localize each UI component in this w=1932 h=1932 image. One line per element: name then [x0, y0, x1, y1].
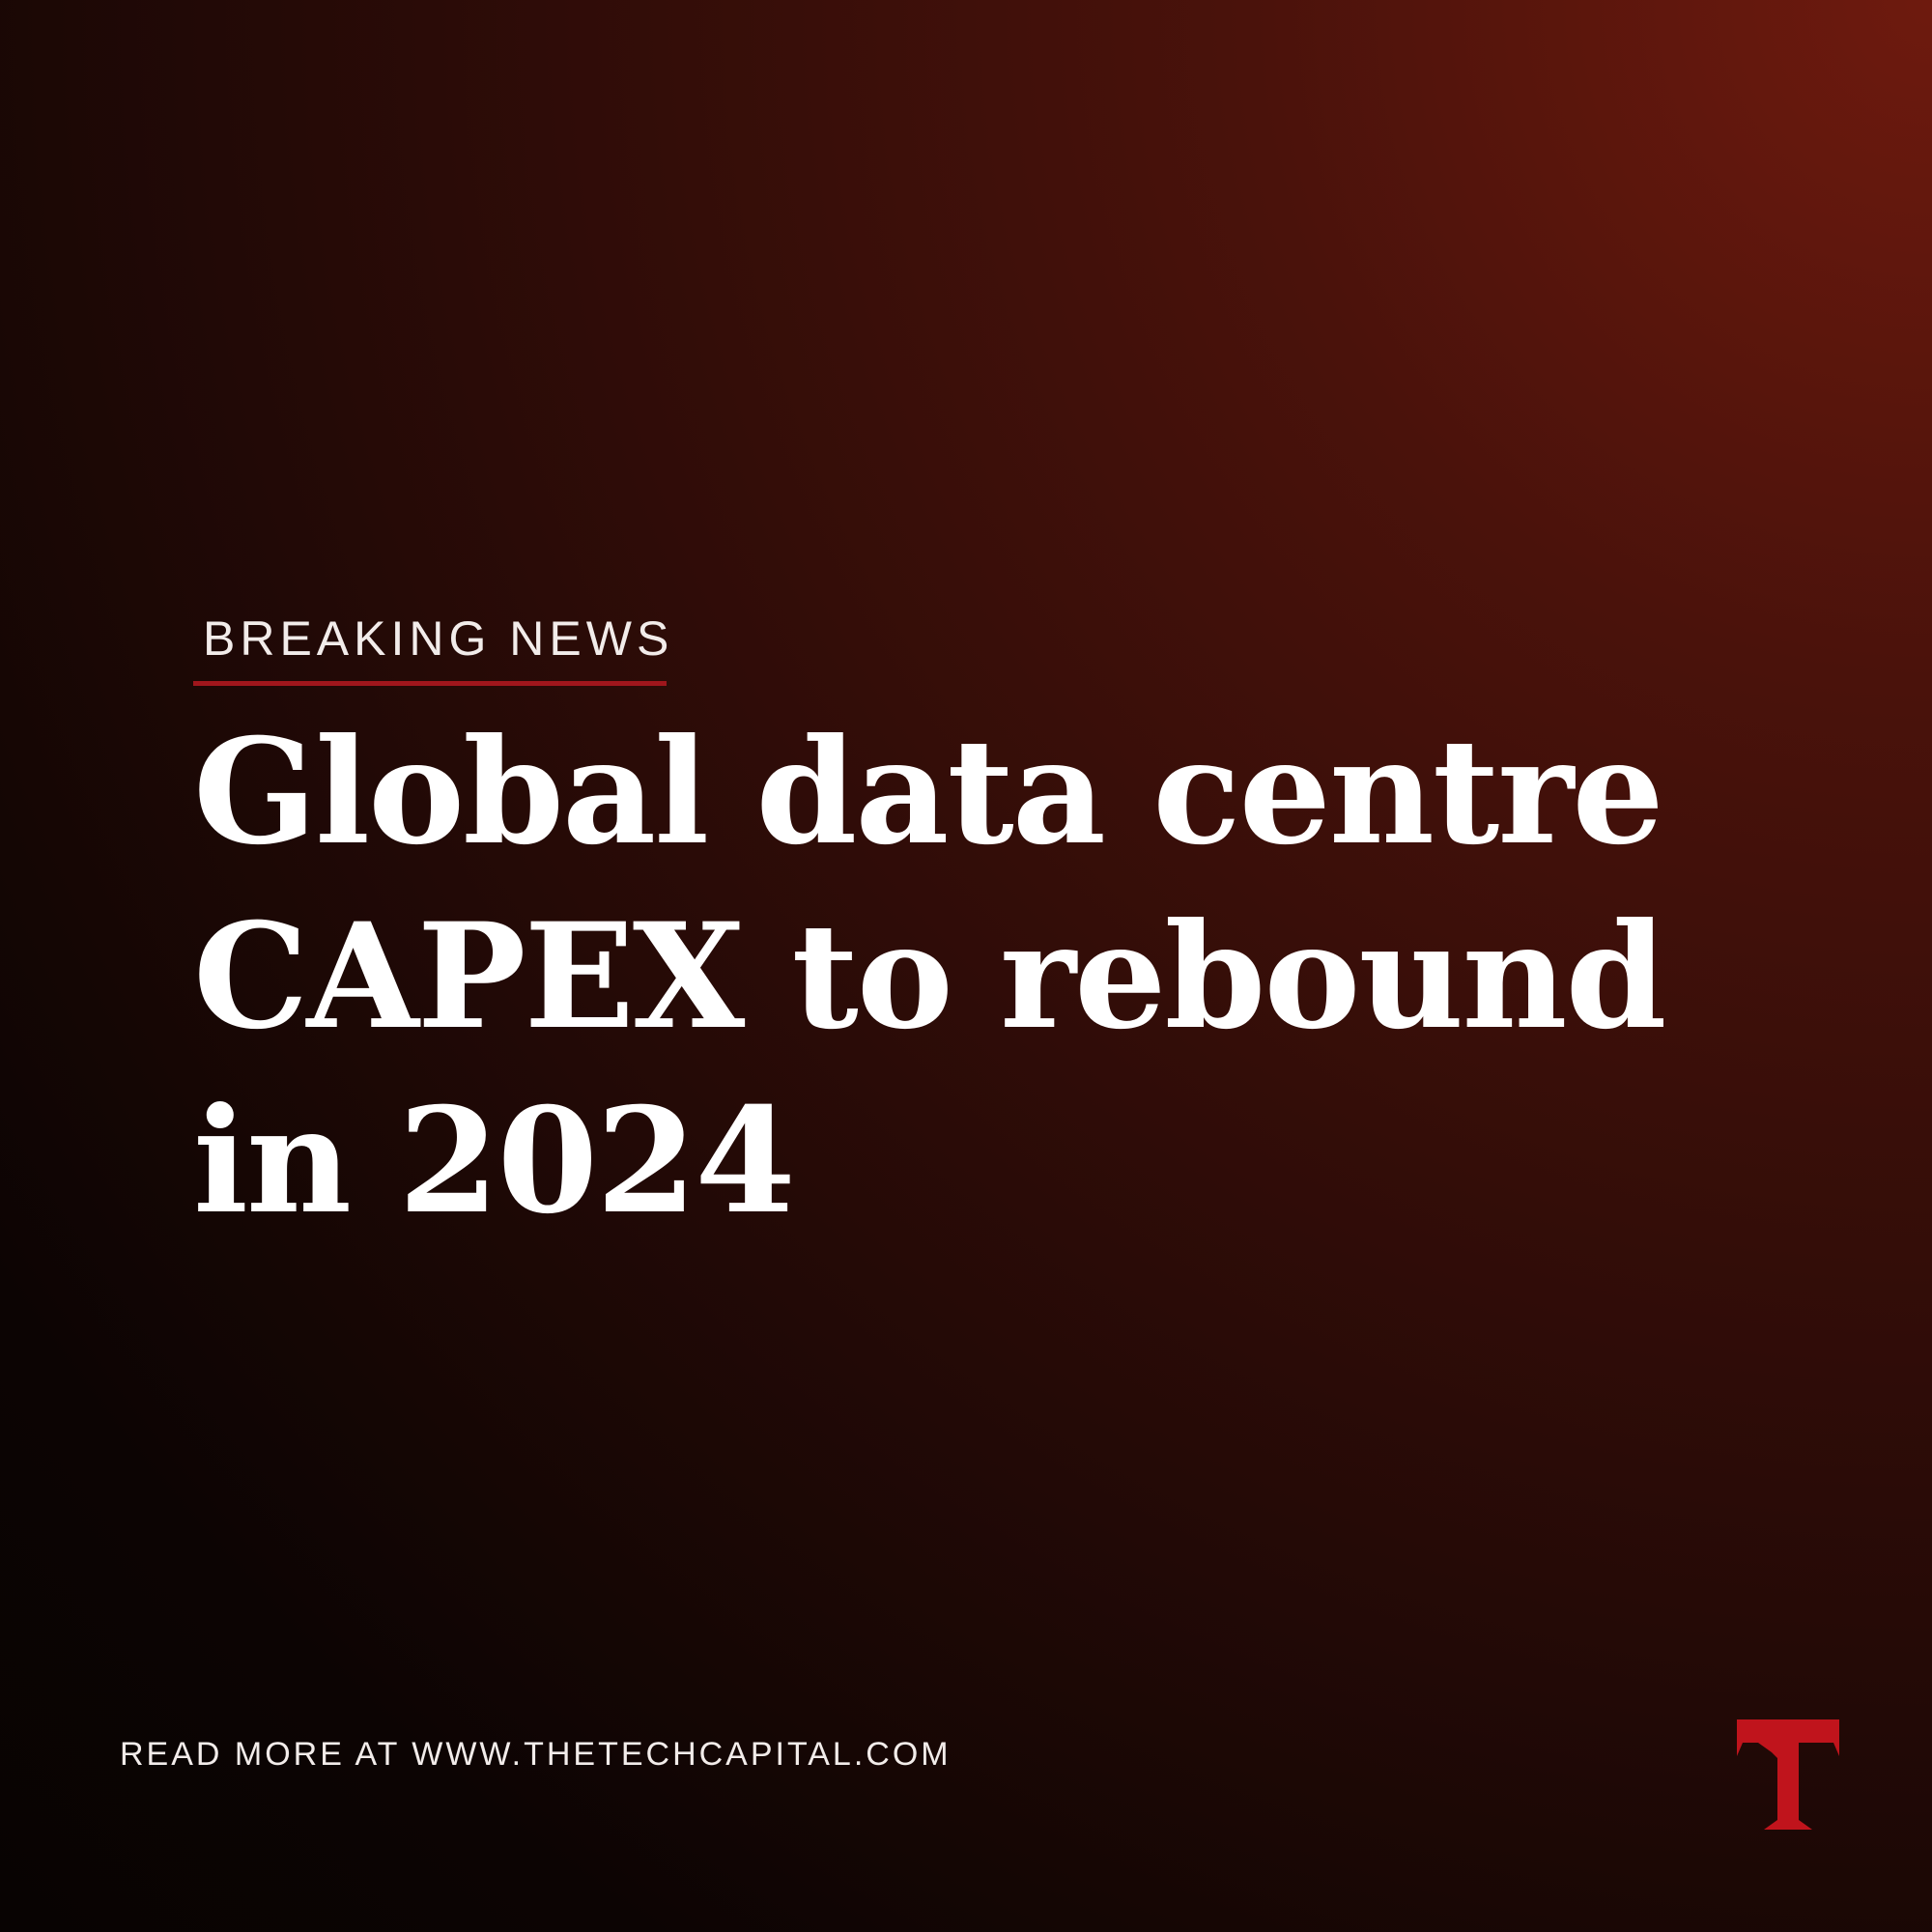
tag: BREAKING NEWS	[203, 611, 674, 666]
logo	[1737, 1719, 1839, 1830]
headline-line: in 2024	[193, 1076, 796, 1246]
headline-line: Global data centre	[193, 707, 1664, 877]
divider	[193, 681, 667, 686]
headline: Global data centre CAPEX to rebound in 2…	[193, 700, 1666, 1254]
footer-link: READ MORE AT WWW.THETECHCAPITAL.COM	[120, 1736, 952, 1773]
headline-line: CAPEX to rebound	[193, 892, 1666, 1062]
